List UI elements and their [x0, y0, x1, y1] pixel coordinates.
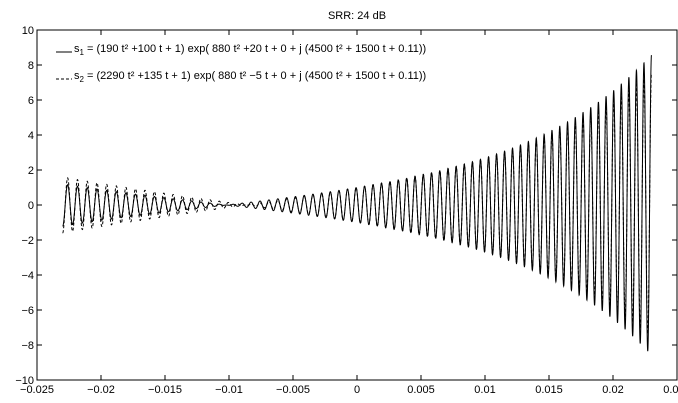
y-tick-label: 8	[28, 60, 34, 72]
y-tick-label: 10	[22, 25, 34, 37]
x-tick-label: 0.02	[602, 384, 623, 396]
series-line-2	[62, 73, 652, 335]
y-tick-label: −4	[21, 270, 34, 282]
legend-entry-2: s2 = (2290 t² +135 t + 1) exp( 880 t² −5…	[74, 70, 426, 84]
x-tick-label: −0.01	[215, 384, 243, 396]
series-group	[62, 55, 652, 352]
x-tick-label: 0	[354, 384, 360, 396]
x-axis: −0.025 −0.02 −0.015 −0.01 −0.005 0 0.005 0.01 0.…	[20, 30, 678, 396]
x-tick-label: −0.005	[276, 384, 310, 396]
y-axis: −10 −8 −6 −4 −2 0 2 4 6 8 10	[15, 25, 677, 387]
legend: s1 = (190 t² +100 t + 1) exp( 880 t² +20…	[56, 43, 426, 84]
plot-area	[36, 29, 678, 381]
x-tick-label: 0.025	[663, 384, 678, 396]
x-tick-label: 0.005	[407, 384, 435, 396]
y-tick-label: −10	[15, 375, 34, 387]
y-tick-label: −2	[21, 235, 34, 247]
y-tick-label: 0	[28, 200, 34, 212]
y-tick-label: −6	[21, 305, 34, 317]
x-tick-label: −0.015	[148, 384, 182, 396]
chart-title: SRR: 24 dB	[328, 10, 386, 22]
y-tick-label: 2	[28, 165, 34, 177]
y-tick-label: 6	[28, 95, 34, 107]
y-tick-label: −8	[21, 340, 34, 352]
legend-entry-1: s1 = (190 t² +100 t + 1) exp( 880 t² +20…	[74, 43, 426, 57]
x-tick-label: −0.02	[87, 384, 115, 396]
y-tick-label: 4	[28, 130, 34, 142]
x-tick-label: −0.025	[20, 384, 54, 396]
x-tick-label: 0.01	[474, 384, 495, 396]
x-tick-label: 0.015	[535, 384, 563, 396]
